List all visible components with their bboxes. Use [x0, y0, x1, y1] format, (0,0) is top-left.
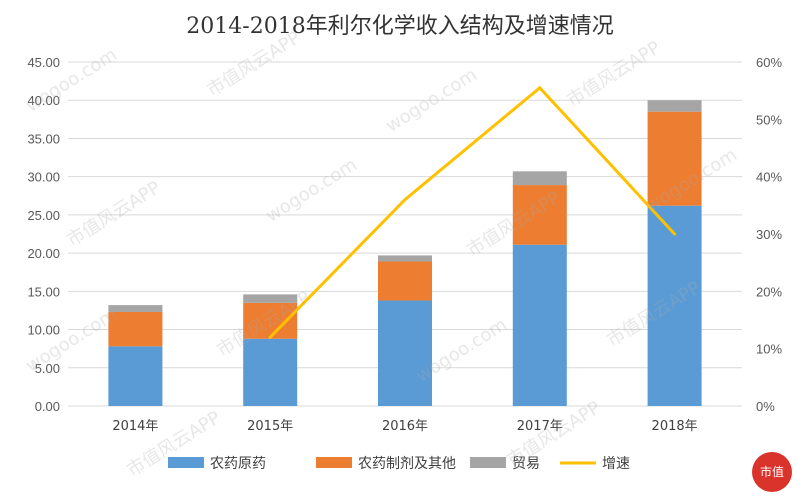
y-left-tick-label: 10.00 — [27, 323, 60, 338]
bar-segment — [243, 294, 298, 303]
y-right-tick-label: 0% — [756, 399, 775, 414]
legend-swatch — [168, 457, 204, 468]
bar-segment — [647, 111, 702, 206]
bar-segment — [647, 100, 702, 112]
bar-segment — [378, 261, 432, 301]
legend: 农药原药 农药制剂及其他 贸易 增速 — [168, 456, 630, 472]
chart-title: 2014-2018年利尔化学收入结构及增速情况 — [186, 14, 614, 39]
growth-line-point — [403, 198, 407, 202]
growth-line-point — [268, 335, 272, 339]
left-axis-ticks: 0.00 5.00 10.00 15.00 20.00 25.00 30.00 35.00 40… — [27, 55, 60, 414]
x-tick-label: 2018年 — [652, 419, 698, 434]
legend-swatch — [316, 457, 352, 468]
bar-segment — [512, 244, 567, 406]
bar-segment — [243, 338, 298, 406]
bar-segment — [378, 300, 432, 406]
y-right-tick-label: 30% — [756, 227, 782, 242]
x-tick-label: 2016年 — [382, 419, 428, 434]
y-right-tick-label: 50% — [756, 112, 782, 127]
y-left-tick-label: 30.00 — [27, 170, 60, 185]
bar-segment — [378, 255, 432, 262]
y-left-tick-label: 5.00 — [35, 361, 60, 376]
legend-label: 农药制剂及其他 — [358, 456, 456, 472]
y-left-tick-label: 25.00 — [27, 208, 60, 223]
y-right-tick-label: 20% — [756, 284, 782, 299]
y-left-tick-label: 45.00 — [27, 55, 60, 70]
x-tick-label: 2017年 — [517, 419, 563, 434]
bar-segment — [108, 346, 163, 406]
growth-line-point — [673, 232, 677, 236]
y-left-tick-label: 20.00 — [27, 246, 60, 261]
y-left-tick-label: 15.00 — [27, 284, 60, 299]
bar-segment — [512, 171, 567, 186]
growth-line-point — [538, 86, 542, 90]
bar-segment — [243, 302, 298, 339]
legend-label: 贸易 — [512, 456, 540, 472]
y-right-tick-label: 10% — [756, 342, 782, 357]
right-axis-ticks: 0% 10% 20% 30% 40% 50% 60% — [756, 55, 782, 414]
bar-segment — [108, 311, 163, 347]
growth-line-path — [269, 85, 676, 339]
y-left-tick-label: 35.00 — [27, 131, 60, 146]
bars — [108, 100, 702, 406]
x-tick-label: 2014年 — [112, 419, 158, 434]
y-left-tick-label: 0.00 — [35, 399, 60, 414]
x-tick-label: 2015年 — [247, 419, 293, 434]
legend-label: 农药原药 — [210, 456, 266, 472]
watermark-stamp: 市值 — [752, 452, 792, 492]
growth-line — [268, 85, 677, 339]
bar-segment — [108, 305, 163, 312]
y-left-tick-label: 40.00 — [27, 93, 60, 108]
y-right-tick-label: 60% — [756, 55, 782, 70]
bar-segment — [647, 205, 702, 406]
bar-segment — [512, 185, 567, 245]
legend-label: 增速 — [602, 456, 630, 472]
y-right-tick-label: 40% — [756, 170, 782, 185]
legend-swatch — [470, 457, 506, 468]
x-axis-ticks: 2014年 2015年 2016年 2017年 2018年 — [112, 419, 697, 434]
